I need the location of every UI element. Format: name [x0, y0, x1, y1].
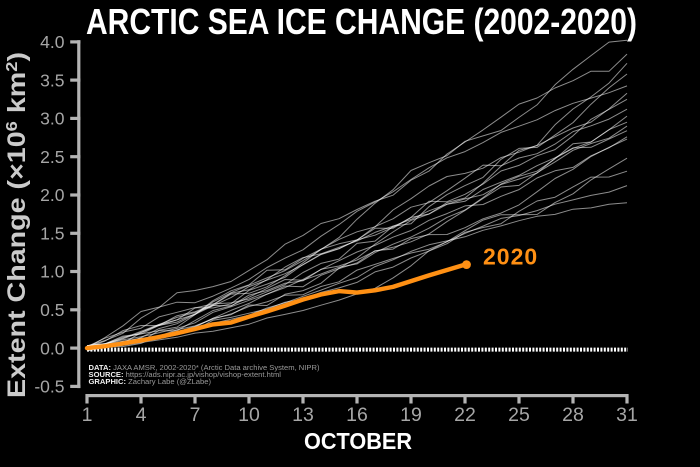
svg-text:4.0: 4.0 — [40, 32, 65, 52]
svg-text:25: 25 — [508, 404, 530, 426]
svg-text:3.5: 3.5 — [40, 70, 64, 90]
svg-text:19: 19 — [400, 404, 422, 426]
svg-text:-0.5: -0.5 — [34, 377, 64, 397]
svg-text:Extent Change (×106 km2): Extent Change (×106 km2) — [3, 52, 31, 398]
svg-text:7: 7 — [190, 404, 201, 426]
svg-text:2.0: 2.0 — [40, 185, 65, 205]
svg-text:2.5: 2.5 — [40, 147, 64, 167]
svg-text:ARCTIC SEA ICE CHANGE (2002-20: ARCTIC SEA ICE CHANGE (2002-2020) — [86, 1, 637, 42]
svg-text:31: 31 — [616, 404, 638, 426]
svg-text:1.5: 1.5 — [40, 224, 64, 244]
svg-text:SOURCE: https://ads.nipr.ac.jp: SOURCE: https://ads.nipr.ac.jp/vishop/vi… — [89, 370, 282, 379]
svg-text:16: 16 — [346, 404, 368, 426]
svg-text:28: 28 — [562, 404, 584, 426]
svg-text:0.0: 0.0 — [40, 338, 65, 358]
svg-text:DATA: JAXA AMSR, 2002-2020* (A: DATA: JAXA AMSR, 2002-2020* (Arctic Data… — [89, 363, 320, 372]
svg-text:0.5: 0.5 — [40, 300, 64, 320]
svg-text:10: 10 — [238, 404, 260, 426]
svg-text:13: 13 — [292, 404, 314, 426]
svg-text:3.0: 3.0 — [40, 109, 65, 129]
svg-text:OCTOBER: OCTOBER — [304, 428, 412, 454]
svg-text:22: 22 — [454, 404, 476, 426]
svg-text:4: 4 — [136, 404, 147, 426]
svg-text:2020: 2020 — [483, 244, 538, 270]
svg-text:GRAPHIC: Zachary Labe (@ZLabe): GRAPHIC: Zachary Labe (@ZLabe) — [89, 377, 212, 386]
svg-text:1: 1 — [82, 404, 93, 426]
svg-text:1.0: 1.0 — [40, 262, 65, 282]
